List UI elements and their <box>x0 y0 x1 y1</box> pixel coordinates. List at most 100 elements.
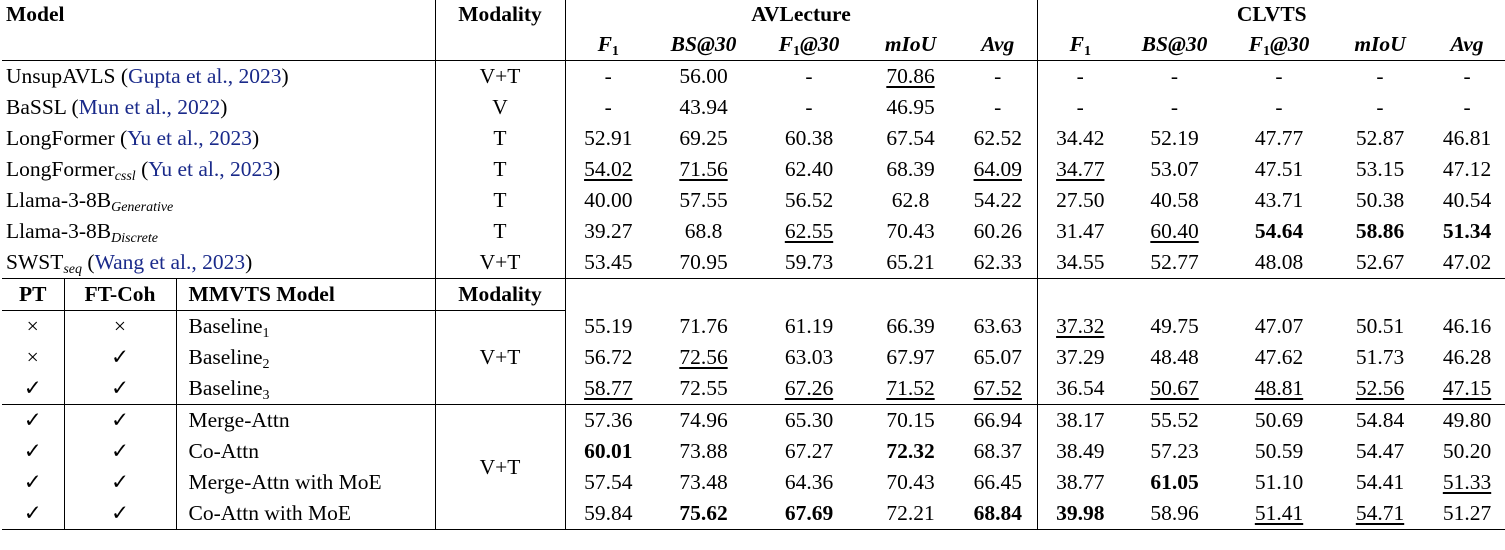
score-cell: 50.20 <box>1428 436 1505 467</box>
pt-mark: ✓ <box>2 498 64 530</box>
score-cell: 60.26 <box>959 216 1037 247</box>
avlecture-score: 67.52 <box>973 376 1022 400</box>
clvts-score: 50.20 <box>1442 439 1492 463</box>
clvts-score: 52.77 <box>1150 250 1199 274</box>
score-cell: 54.84 <box>1332 404 1429 436</box>
score-cell: 64.36 <box>756 467 862 498</box>
pt-mark: × <box>26 345 39 369</box>
clvts-score: 50.38 <box>1355 188 1405 212</box>
model-subscript: cssl <box>114 169 136 184</box>
metric-f1-30: F1@30 <box>756 29 862 61</box>
score-cell: 52.87 <box>1332 123 1428 154</box>
score-cell: 66.39 <box>862 311 959 343</box>
avlecture-score: 66.94 <box>973 408 1022 432</box>
score-cell: 68.84 <box>959 498 1038 530</box>
clvts-score: 39.98 <box>1056 501 1105 525</box>
citation-link[interactable]: Wang et al., 2023 <box>94 250 246 274</box>
results-table: Model Modality AVLecture CLVTS F1 BS@30 … <box>2 0 1505 530</box>
avlecture-score: 67.97 <box>886 345 935 369</box>
ftcoh-mark: ✓ <box>63 498 176 530</box>
pt-mark: ✓ <box>23 376 42 400</box>
score-cell: - <box>959 61 1037 93</box>
citation-link[interactable]: Yu et al., 2023 <box>127 126 253 150</box>
score-cell: 40.00 <box>564 185 651 216</box>
score-cell: 51.41 <box>1226 498 1333 530</box>
score-cell: 69.25 <box>651 123 756 154</box>
clvts-score: 48.81 <box>1254 376 1304 400</box>
score-cell: 47.15 <box>1428 373 1505 405</box>
header-empty <box>2 29 435 61</box>
score-cell: 40.58 <box>1123 185 1226 216</box>
score-cell: 57.23 <box>1123 436 1226 467</box>
mmvts-model-name: Merge-Attn <box>175 404 435 436</box>
avlecture-score: 55.19 <box>584 313 633 338</box>
score-cell: 72.56 <box>651 342 756 373</box>
model-name: Baseline <box>188 376 263 400</box>
model-subscript: Generative <box>111 200 174 215</box>
score-cell: - <box>564 60 651 92</box>
model-name-cell: LongFormercssl (Yu et al., 2023) <box>6 157 281 184</box>
avlecture-score: 63.63 <box>973 313 1022 338</box>
table-row: ✓ ✓ Merge-Attn with MoE 57.54 73.48 64.36 70.4… <box>2 467 1505 498</box>
score-cell: - <box>756 61 862 93</box>
clvts-score: 61.05 <box>1150 470 1199 494</box>
avlecture-score: 56.52 <box>784 188 834 212</box>
score-cell: 67.52 <box>959 373 1037 405</box>
score-cell: 51.10 <box>1226 467 1332 498</box>
table-row: SWSTseq (Wang et al., 2023) V+T 53.45 70.95… <box>2 247 1505 279</box>
avlecture-score: 67.27 <box>784 439 834 463</box>
citation-link[interactable]: Mun et al., 2022 <box>78 95 221 119</box>
avlecture-score: - <box>805 95 813 119</box>
citation-link[interactable]: Yu et al., 2023 <box>148 157 274 181</box>
metric-f1: F1 <box>564 29 651 61</box>
model-name-cell: UnsupAVLS (Gupta et al., 2023) <box>6 64 289 88</box>
score-cell: 53.45 <box>564 247 651 279</box>
score-cell: 38.77 <box>1036 467 1124 498</box>
model-subscript: 3 <box>262 388 270 403</box>
clvts-score: 50.51 <box>1355 313 1405 338</box>
citation-link[interactable]: Gupta et al., 2023 <box>128 64 282 88</box>
clvts-score: 57.23 <box>1150 439 1199 463</box>
model-name: BaSSL ( <box>6 95 79 119</box>
model-name-cell: SWSTseq (Wang et al., 2023) <box>6 250 253 277</box>
score-cell: 54.41 <box>1332 467 1428 498</box>
score-cell: 39.27 <box>564 216 651 247</box>
avlecture-score: 69.25 <box>679 126 728 150</box>
table-row: ✓ ✓ Co-Attn with MoE 59.84 75.62 67.69 72.21 68… <box>2 498 1505 530</box>
score-cell: 62.33 <box>959 247 1037 279</box>
avlecture-score: 68.37 <box>973 439 1022 463</box>
clvts-score: 50.69 <box>1254 408 1304 432</box>
clvts-header: CLVTS <box>1036 0 1505 29</box>
clvts-score: - <box>1076 64 1084 88</box>
clvts-score: - <box>1275 64 1283 88</box>
avlecture-score: 72.21 <box>886 501 935 525</box>
avlecture-score: 64.09 <box>973 157 1022 181</box>
avlecture-score: 54.02 <box>584 157 633 181</box>
mmvts-model-header: MMVTS Model <box>175 278 435 311</box>
avlecture-score: 53.45 <box>584 250 633 274</box>
mmvts-model-name: Baseline3 <box>175 373 435 405</box>
score-cell: 66.45 <box>959 467 1037 498</box>
model-name: Baseline <box>188 345 263 369</box>
score-cell: 56.00 <box>651 61 756 93</box>
clvts-score: 34.77 <box>1056 157 1105 181</box>
avlecture-score: - <box>994 95 1002 119</box>
score-cell: 71.52 <box>862 373 959 405</box>
metric-bs30: BS@30 <box>651 29 756 61</box>
score-cell: 71.76 <box>651 311 756 343</box>
score-cell: 50.67 <box>1123 373 1226 405</box>
score-cell: 60.38 <box>756 123 862 154</box>
score-cell: 34.55 <box>1036 247 1124 279</box>
score-cell: 68.37 <box>959 436 1037 467</box>
avlecture-score: 62.55 <box>784 219 834 243</box>
modality-cell: V+T <box>434 404 565 530</box>
score-cell: 51.27 <box>1428 498 1505 530</box>
ftcoh-mark: × <box>63 310 176 342</box>
score-cell: 46.95 <box>862 92 959 123</box>
score-cell: 31.47 <box>1036 216 1124 247</box>
score-cell: 53.07 <box>1123 154 1226 185</box>
avlecture-score: 62.40 <box>784 157 834 181</box>
clvts-score: 47.12 <box>1442 157 1492 181</box>
score-cell: 38.49 <box>1036 436 1124 467</box>
clvts-score: - <box>1170 64 1179 88</box>
